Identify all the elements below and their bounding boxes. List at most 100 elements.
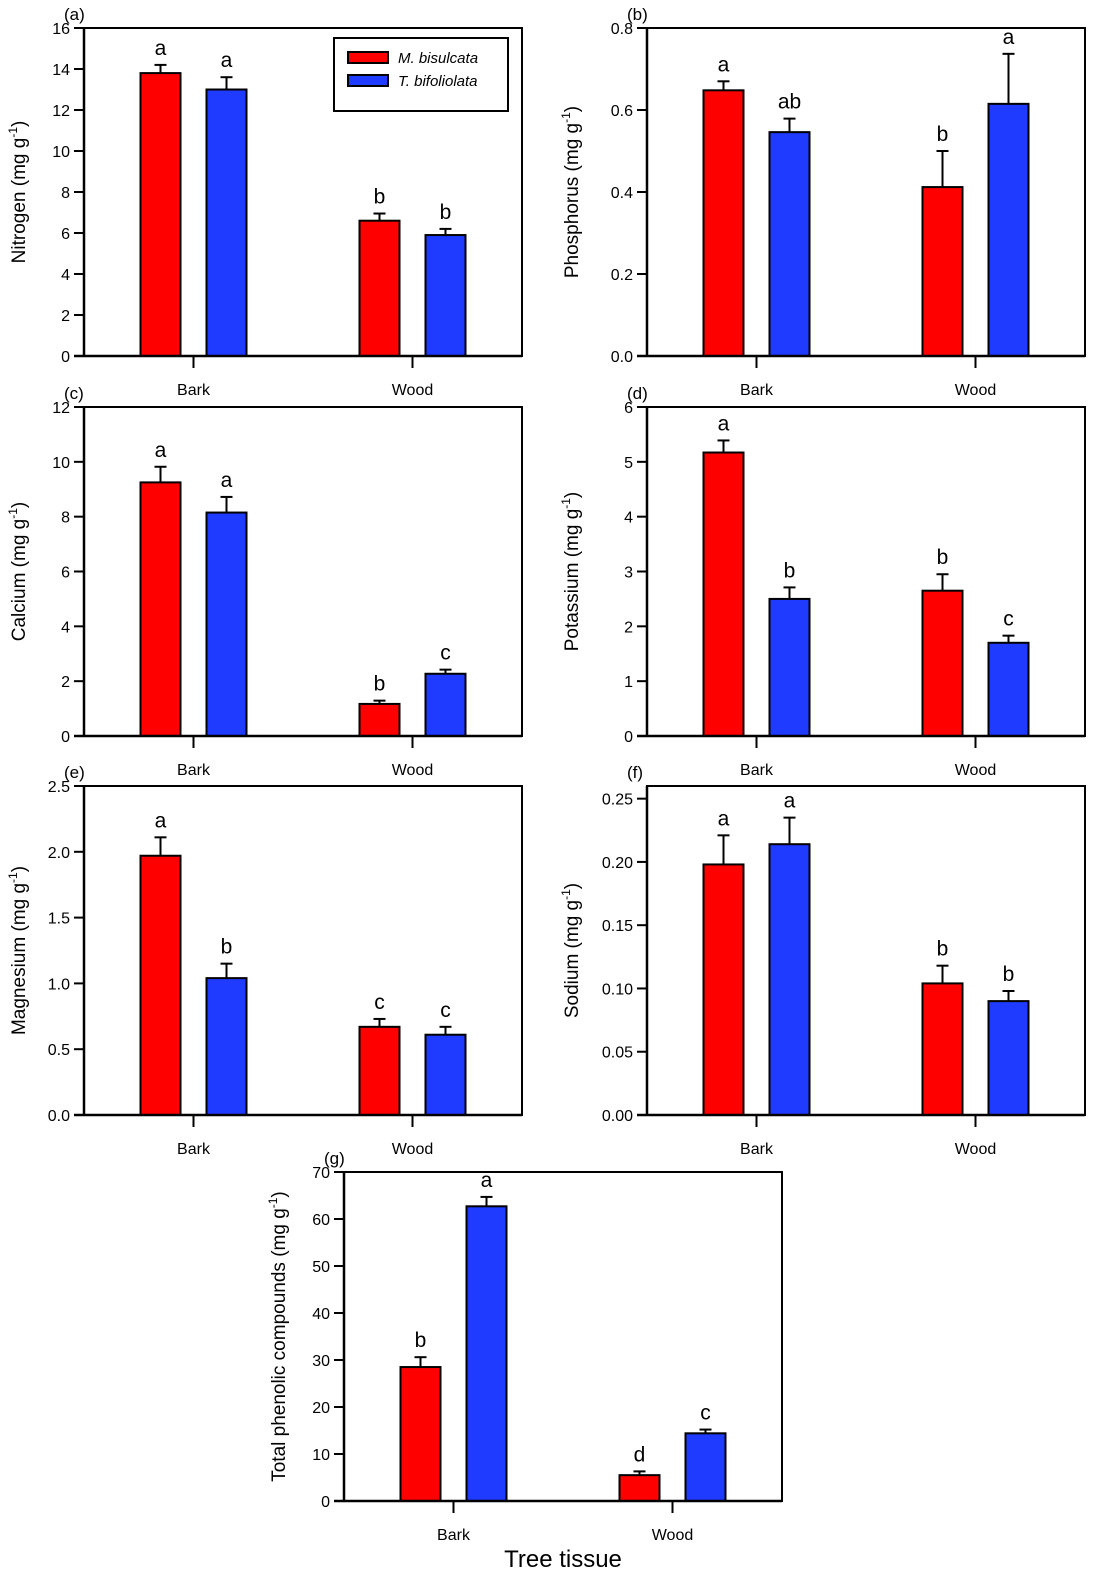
error-bar: [1002, 989, 1015, 1002]
y-tick-label: 0: [61, 349, 70, 366]
bar-mbisulcata-wood: [921, 186, 964, 357]
y-axis-title: Nitrogen (mg g-1): [6, 121, 30, 264]
panel-label: (b): [627, 5, 648, 24]
bar-mbisulcata-bark: [702, 89, 745, 357]
y-tick-label: 2.0: [48, 845, 70, 862]
error-bar: [220, 495, 233, 513]
legend-swatch: [347, 74, 389, 87]
error-bar: [220, 76, 233, 90]
y-tick-label: 12: [52, 103, 70, 120]
y-tick-label: 0.8: [611, 21, 633, 38]
y-tick-label: 1.0: [48, 976, 70, 993]
y-tick-label: 6: [61, 226, 70, 243]
y-tick-label: 10: [52, 144, 70, 161]
legend-label: T. bifoliolata: [398, 73, 478, 90]
y-tick-label: 0: [61, 729, 70, 746]
bar-mbisulcata-bark: [702, 451, 745, 737]
y-tick-label: 0.4: [611, 185, 633, 202]
significance-letter: a: [718, 807, 730, 830]
y-axis-title: Potassium (mg g-1): [559, 492, 583, 652]
bar-mbisulcata-wood: [358, 702, 401, 737]
significance-letter: a: [221, 49, 233, 72]
y-tick-label: 4: [624, 510, 633, 527]
y-tick-label: 0: [321, 1494, 330, 1511]
significance-letter: a: [155, 809, 167, 832]
panel-c: a b a c 0 2 4 6 8 10 12 Bark Wood (c) Calcium (mg g-1): [6, 384, 523, 779]
significance-letter: b: [937, 123, 949, 146]
panel-a: a b a b 0 2 4 6 8 10 12 14 16 Bark Wood (a) Nitrogen (mg…: [6, 5, 523, 399]
x-tick-label: Bark: [740, 382, 774, 399]
y-tick-label: 0.10: [602, 981, 633, 998]
error-bar: [717, 80, 730, 91]
significance-letter: b: [415, 1329, 427, 1352]
y-tick-label: 14: [52, 62, 70, 79]
significance-letter: a: [718, 412, 730, 435]
panel-label: (g): [324, 1149, 345, 1168]
x-tick-label: Wood: [392, 382, 434, 399]
bar-tbifoliolata-wood: [987, 641, 1030, 737]
error-bar: [414, 1356, 427, 1368]
y-tick-label: 0.05: [602, 1045, 633, 1062]
error-bar: [717, 834, 730, 865]
error-bar: [373, 1017, 386, 1027]
y-tick-label: 12: [52, 400, 70, 417]
bar-mbisulcata-bark: [702, 863, 745, 1117]
y-tick-label: 0.25: [602, 792, 633, 809]
y-axis-title: Total phenolic compounds (mg g-1): [266, 1191, 290, 1482]
significance-letter: a: [1003, 26, 1015, 49]
significance-letter: c: [440, 642, 451, 665]
x-tick-label: Bark: [177, 382, 211, 399]
significance-letter: a: [784, 790, 796, 813]
bar-tbifoliolata-bark: [205, 88, 248, 357]
y-axis-title: Sodium (mg g-1): [559, 883, 583, 1018]
bar-tbifoliolata-bark: [768, 843, 811, 1116]
y-tick-label: 0.20: [602, 855, 633, 872]
x-tick-label: Wood: [392, 1141, 434, 1158]
bar-mbisulcata-bark: [399, 1366, 442, 1503]
bar-tbifoliolata-wood: [987, 1000, 1030, 1116]
x-tick-label: Wood: [955, 762, 997, 779]
legend-label: M. bisulcata: [398, 50, 478, 67]
error-bar: [699, 1428, 712, 1434]
y-tick-label: 5: [624, 455, 633, 472]
y-tick-label: 0: [624, 729, 633, 746]
x-tick-label: Bark: [740, 1141, 774, 1158]
bar-mbisulcata-bark: [139, 72, 182, 357]
y-tick-label: 8: [61, 510, 70, 527]
panel-g: b d a c 0 10 20 30 40 50 60 70 Bark Wood (g) Total phen…: [266, 1149, 783, 1573]
x-axis-title: Tree tissue: [504, 1546, 622, 1573]
error-bar: [783, 816, 796, 845]
error-bar: [220, 962, 233, 979]
x-tick-label: Wood: [392, 762, 434, 779]
y-tick-label: 40: [312, 1306, 330, 1323]
y-tick-label: 0.00: [602, 1108, 633, 1125]
error-bar: [1002, 634, 1015, 643]
y-tick-label: 8: [61, 185, 70, 202]
y-tick-label: 0.0: [611, 349, 633, 366]
significance-letter: b: [374, 186, 386, 209]
significance-letter: b: [1003, 963, 1015, 986]
y-tick-label: 3: [624, 565, 633, 582]
error-bar: [439, 227, 452, 236]
bar-tbifoliolata-bark: [768, 131, 811, 357]
error-bar: [936, 573, 949, 591]
y-tick-label: 0.15: [602, 918, 633, 935]
x-tick-label: Bark: [740, 762, 774, 779]
bar-mbisulcata-wood: [618, 1474, 661, 1503]
y-tick-label: 0.2: [611, 267, 633, 284]
error-bar: [480, 1195, 493, 1207]
significance-letter: b: [440, 201, 452, 224]
significance-letter: d: [634, 1443, 646, 1466]
significance-letter: ab: [778, 91, 801, 114]
bar-mbisulcata-wood: [921, 982, 964, 1117]
error-bar: [783, 117, 796, 133]
y-tick-label: 2: [624, 619, 633, 636]
significance-letter: b: [374, 673, 386, 696]
error-bar: [717, 439, 730, 453]
significance-letter: a: [221, 469, 233, 492]
panel-label: (e): [64, 763, 85, 782]
bar-tbifoliolata-wood: [424, 234, 467, 357]
significance-letter: c: [440, 999, 451, 1022]
y-tick-label: 16: [52, 21, 70, 38]
